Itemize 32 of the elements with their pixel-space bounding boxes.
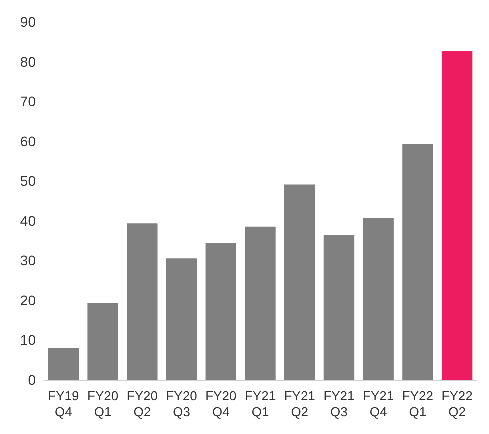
bar <box>48 348 80 380</box>
y-tick-label: 10 <box>20 332 36 348</box>
x-tick-label: FY21 Q3 <box>324 388 355 420</box>
bar <box>442 51 473 380</box>
y-tick-label: 90 <box>20 14 36 30</box>
x-tick-label: FY20 Q3 <box>166 388 198 420</box>
x-tick-label: FY20 Q2 <box>126 388 158 420</box>
y-tick-label: 70 <box>20 94 36 110</box>
x-tick-label: FY19 Q4 <box>48 388 80 420</box>
x-tick-label: FY20 Q4 <box>206 388 237 420</box>
x-tick-label: FY21 Q4 <box>363 388 394 420</box>
y-tick-label: 20 <box>20 292 36 308</box>
y-tick-label: 40 <box>20 212 36 229</box>
y-tick-label: 30 <box>20 252 36 269</box>
bar <box>363 218 394 380</box>
y-tick-label: 0 <box>28 372 36 388</box>
x-tick-label: FY22 Q1 <box>402 388 434 420</box>
y-tick-label: 80 <box>20 54 36 70</box>
bar <box>88 303 118 380</box>
bar <box>324 235 355 380</box>
x-tick-label: FY20 Q1 <box>88 388 119 420</box>
y-tick-label: 60 <box>20 133 36 150</box>
x-tick-label: FY21 Q2 <box>284 388 316 420</box>
bar <box>127 224 158 380</box>
y-tick-label: 50 <box>20 173 36 190</box>
bar <box>402 144 434 380</box>
bar <box>206 243 236 380</box>
bar <box>245 226 276 380</box>
x-tick-label: FY21 Q1 <box>244 388 276 420</box>
x-tick-label: FY22 Q2 <box>442 388 473 420</box>
bar <box>284 184 316 380</box>
bar <box>166 258 198 380</box>
